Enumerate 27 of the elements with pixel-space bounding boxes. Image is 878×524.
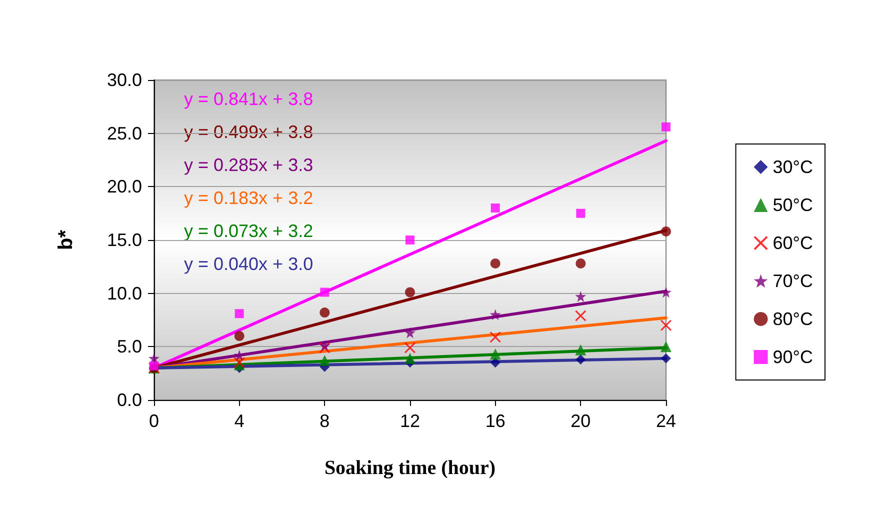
annotation: y = 0.040x + 3.0 (184, 254, 314, 274)
x-tick-label: 24 (656, 411, 676, 431)
x-tick-label: 4 (234, 411, 244, 431)
y-axis-title: b* (55, 230, 77, 250)
annotation: y = 0.183x + 3.2 (184, 188, 314, 208)
legend-label: 60°C (772, 233, 813, 253)
x-tick-label: 16 (485, 411, 506, 431)
annotation: y = 0.073x + 3.2 (184, 221, 314, 241)
y-tick-label: 25.0 (106, 123, 142, 144)
legend-label: 50°C (772, 195, 813, 215)
annotation: y = 0.841x + 3.8 (184, 89, 314, 109)
y-tick-label: 5.0 (116, 336, 142, 357)
y-tick-label: 15.0 (106, 230, 142, 250)
legend-label: 80°C (772, 309, 813, 329)
x-axis-title: Soaking time (hour) (324, 457, 496, 479)
y-tick-label: 30.0 (106, 70, 142, 90)
y-tick-label: 20.0 (106, 176, 142, 197)
x-tick-label: 20 (570, 411, 591, 431)
y-tick-label: 0.0 (116, 390, 142, 410)
annotation: y = 0.285x + 3.3 (184, 155, 314, 175)
x-tick-label: 8 (320, 411, 330, 431)
legend-label: 70°C (772, 271, 813, 291)
x-tick-label: 0 (148, 411, 160, 431)
x-tick-label: 12 (400, 411, 420, 431)
legend-label: 30°C (772, 157, 813, 177)
y-tick-label: 10.0 (106, 283, 142, 304)
legend-label: 90°C (772, 347, 813, 367)
